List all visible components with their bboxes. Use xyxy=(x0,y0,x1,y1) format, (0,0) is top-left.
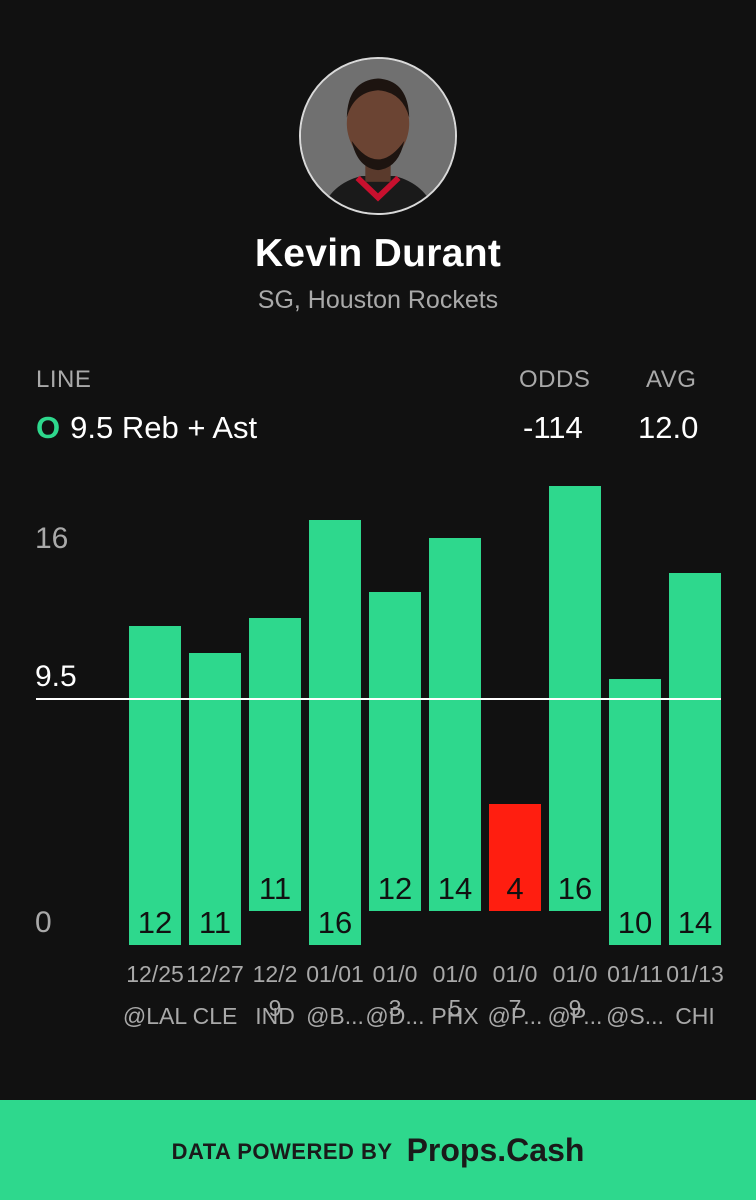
x-date-label: 5 xyxy=(449,995,462,1021)
x-date-label: 3 xyxy=(389,995,402,1021)
x-date-label: 01/0 xyxy=(373,961,418,987)
bar-value-label: 4 xyxy=(506,871,523,906)
x-date-label: 01/0 xyxy=(493,961,538,987)
odds-value: -114 xyxy=(523,410,583,445)
x-opponent-label: @B... xyxy=(306,1003,364,1029)
x-date-label: 12/27 xyxy=(186,961,244,987)
bar-value-label: 16 xyxy=(318,905,352,940)
prop-line-text: 9.5 Reb + Ast xyxy=(70,410,258,445)
bar xyxy=(489,804,541,911)
y-tick-label: 9.5 xyxy=(35,660,77,693)
bar-value-label: 16 xyxy=(558,871,592,906)
x-opponent-label: @P... xyxy=(488,1003,543,1029)
x-date-label: 12/25 xyxy=(126,961,184,987)
bar xyxy=(669,573,721,945)
avg-value: 12.0 xyxy=(638,410,699,445)
x-date-label: 01/0 xyxy=(553,961,598,987)
x-opponent-label: @P... xyxy=(548,1003,603,1029)
x-date-label: 9 xyxy=(269,995,282,1021)
bar-value-label: 14 xyxy=(438,871,472,906)
x-opponent-label: @D... xyxy=(365,1003,424,1029)
x-opponent-label: PHX xyxy=(431,1003,478,1029)
x-date-label: 01/11 xyxy=(607,961,663,987)
bar xyxy=(309,520,361,945)
bar-value-label: 12 xyxy=(378,871,412,906)
bar-value-label: 14 xyxy=(678,905,712,940)
odds-label: ODDS xyxy=(519,366,591,393)
x-opponent-label: @LAL xyxy=(123,1003,187,1029)
line-label: LINE xyxy=(36,366,92,393)
bar xyxy=(609,679,661,945)
x-opponent-label: CHI xyxy=(675,1003,715,1029)
y-tick-label: 16 xyxy=(35,522,68,555)
over-indicator: O xyxy=(36,410,61,445)
bar xyxy=(129,626,181,945)
x-date-label: 7 xyxy=(509,995,522,1021)
footer-banner: DATA POWERED BY Props.Cash xyxy=(0,1100,756,1200)
bar-value-label: 10 xyxy=(618,905,652,940)
powered-by-text: DATA POWERED BY xyxy=(171,1139,393,1164)
bar xyxy=(189,653,241,945)
x-opponent-label: @S... xyxy=(606,1003,664,1029)
x-opponent-label: IND xyxy=(255,1003,295,1029)
x-date-label: 01/0 xyxy=(433,961,478,987)
avg-label: AVG xyxy=(646,366,697,393)
brand-logo-text: Props.Cash xyxy=(406,1131,585,1168)
player-photo-icon xyxy=(301,59,455,213)
player-name: Kevin Durant xyxy=(254,232,502,275)
bar-value-label: 11 xyxy=(199,905,231,940)
x-date-label: 12/2 xyxy=(253,961,298,987)
bar-value-label: 11 xyxy=(259,871,291,906)
x-date-label: 01/13 xyxy=(666,961,724,987)
player-avatar xyxy=(299,57,457,215)
bar-value-label: 12 xyxy=(138,905,172,940)
x-opponent-label: CLE xyxy=(193,1003,238,1029)
bar-chart: 169.50 1212/25@LAL1112/27CLE1112/29IND160… xyxy=(35,486,724,1029)
x-date-label: 9 xyxy=(569,995,582,1021)
player-team-position: SG, Houston Rockets xyxy=(257,286,499,314)
x-date-label: 01/01 xyxy=(306,961,364,987)
bar xyxy=(249,618,301,911)
y-tick-label: 0 xyxy=(35,906,52,939)
prop-line: O 9.5 Reb + Ast xyxy=(36,410,257,446)
bar xyxy=(369,592,421,911)
bar xyxy=(429,538,481,911)
